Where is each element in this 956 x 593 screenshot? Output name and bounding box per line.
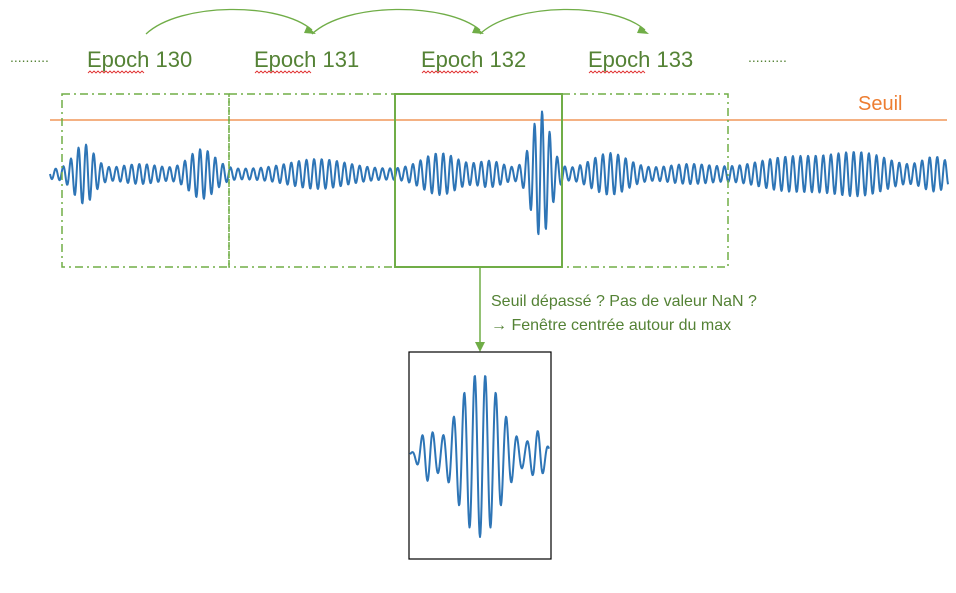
note-line-1: Seuil dépassé ? Pas de valeur NaN ? (491, 293, 757, 310)
arrowhead-131 (304, 26, 316, 34)
signal-waveform (49, 110, 949, 236)
arrowhead-132 (472, 26, 484, 34)
epoch-label-131: Epoch 131 (254, 47, 359, 72)
arc-130-131 (145, 8, 313, 35)
epoch-windows (61, 93, 729, 268)
arrowhead-133 (637, 26, 649, 34)
epoch-window-132-selected (394, 93, 563, 268)
spellcheck-underlines (87, 70, 646, 74)
epoch-label-133: Epoch 133 (588, 47, 693, 72)
epoch-label-132: Epoch 132 (421, 47, 526, 72)
threshold-label: Seuil (858, 93, 902, 115)
epoch-label-130: Epoch 130 (87, 47, 192, 72)
epoch-window-133 (561, 93, 729, 268)
epoch-arcs (145, 8, 649, 35)
arc-132-133 (479, 8, 646, 35)
note-line-2: → Fenêtre centrée autour du max (491, 317, 731, 334)
extracted-waveform (409, 375, 550, 538)
arc-131-132 (311, 8, 481, 35)
ellipsis-left: .......... (10, 49, 49, 65)
down-arrowhead (475, 342, 485, 352)
epoch-window-130 (61, 93, 230, 268)
ellipsis-right: .......... (748, 49, 787, 65)
